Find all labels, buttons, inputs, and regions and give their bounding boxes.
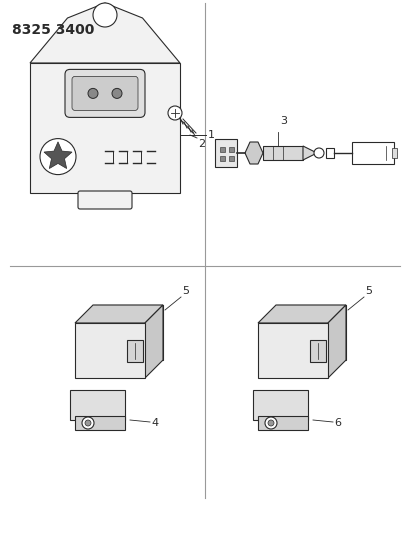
Text: 5: 5 [182, 286, 189, 296]
Circle shape [88, 88, 98, 99]
Bar [220, 156, 225, 161]
FancyBboxPatch shape [78, 191, 132, 209]
Text: 8325 3400: 8325 3400 [12, 23, 94, 37]
Circle shape [85, 420, 91, 426]
Text: 1: 1 [207, 130, 214, 140]
Circle shape [168, 106, 182, 120]
Polygon shape [327, 305, 345, 378]
Bar [229, 156, 234, 161]
Polygon shape [145, 305, 163, 378]
Text: 2: 2 [198, 139, 204, 149]
FancyBboxPatch shape [65, 69, 145, 117]
Bar [309, 340, 325, 362]
Circle shape [313, 148, 323, 158]
Circle shape [82, 417, 94, 429]
Circle shape [267, 420, 273, 426]
Circle shape [40, 139, 76, 175]
Polygon shape [30, 3, 180, 63]
Polygon shape [245, 142, 262, 164]
Bar [252, 390, 307, 420]
Bar [93, 305, 163, 360]
Bar [262, 146, 302, 160]
Polygon shape [44, 142, 72, 168]
Bar [391, 148, 396, 158]
Bar [75, 416, 125, 430]
Bar [275, 305, 345, 360]
Bar [75, 323, 145, 378]
Text: 4: 4 [151, 418, 158, 428]
Polygon shape [257, 305, 345, 323]
Bar [257, 323, 327, 378]
Bar [220, 147, 225, 152]
Polygon shape [302, 146, 316, 160]
Bar [30, 63, 180, 193]
Circle shape [112, 88, 122, 99]
Bar [70, 390, 125, 420]
Bar [229, 147, 234, 152]
Polygon shape [75, 305, 163, 323]
Text: 5: 5 [364, 286, 371, 296]
FancyBboxPatch shape [72, 76, 138, 110]
Text: 6: 6 [333, 418, 340, 428]
Circle shape [264, 417, 276, 429]
Bar [127, 340, 143, 362]
Bar [351, 142, 393, 164]
Circle shape [93, 3, 117, 27]
Bar [257, 416, 307, 430]
Text: 3: 3 [279, 116, 286, 126]
Bar [214, 139, 236, 167]
Bar [325, 148, 333, 158]
